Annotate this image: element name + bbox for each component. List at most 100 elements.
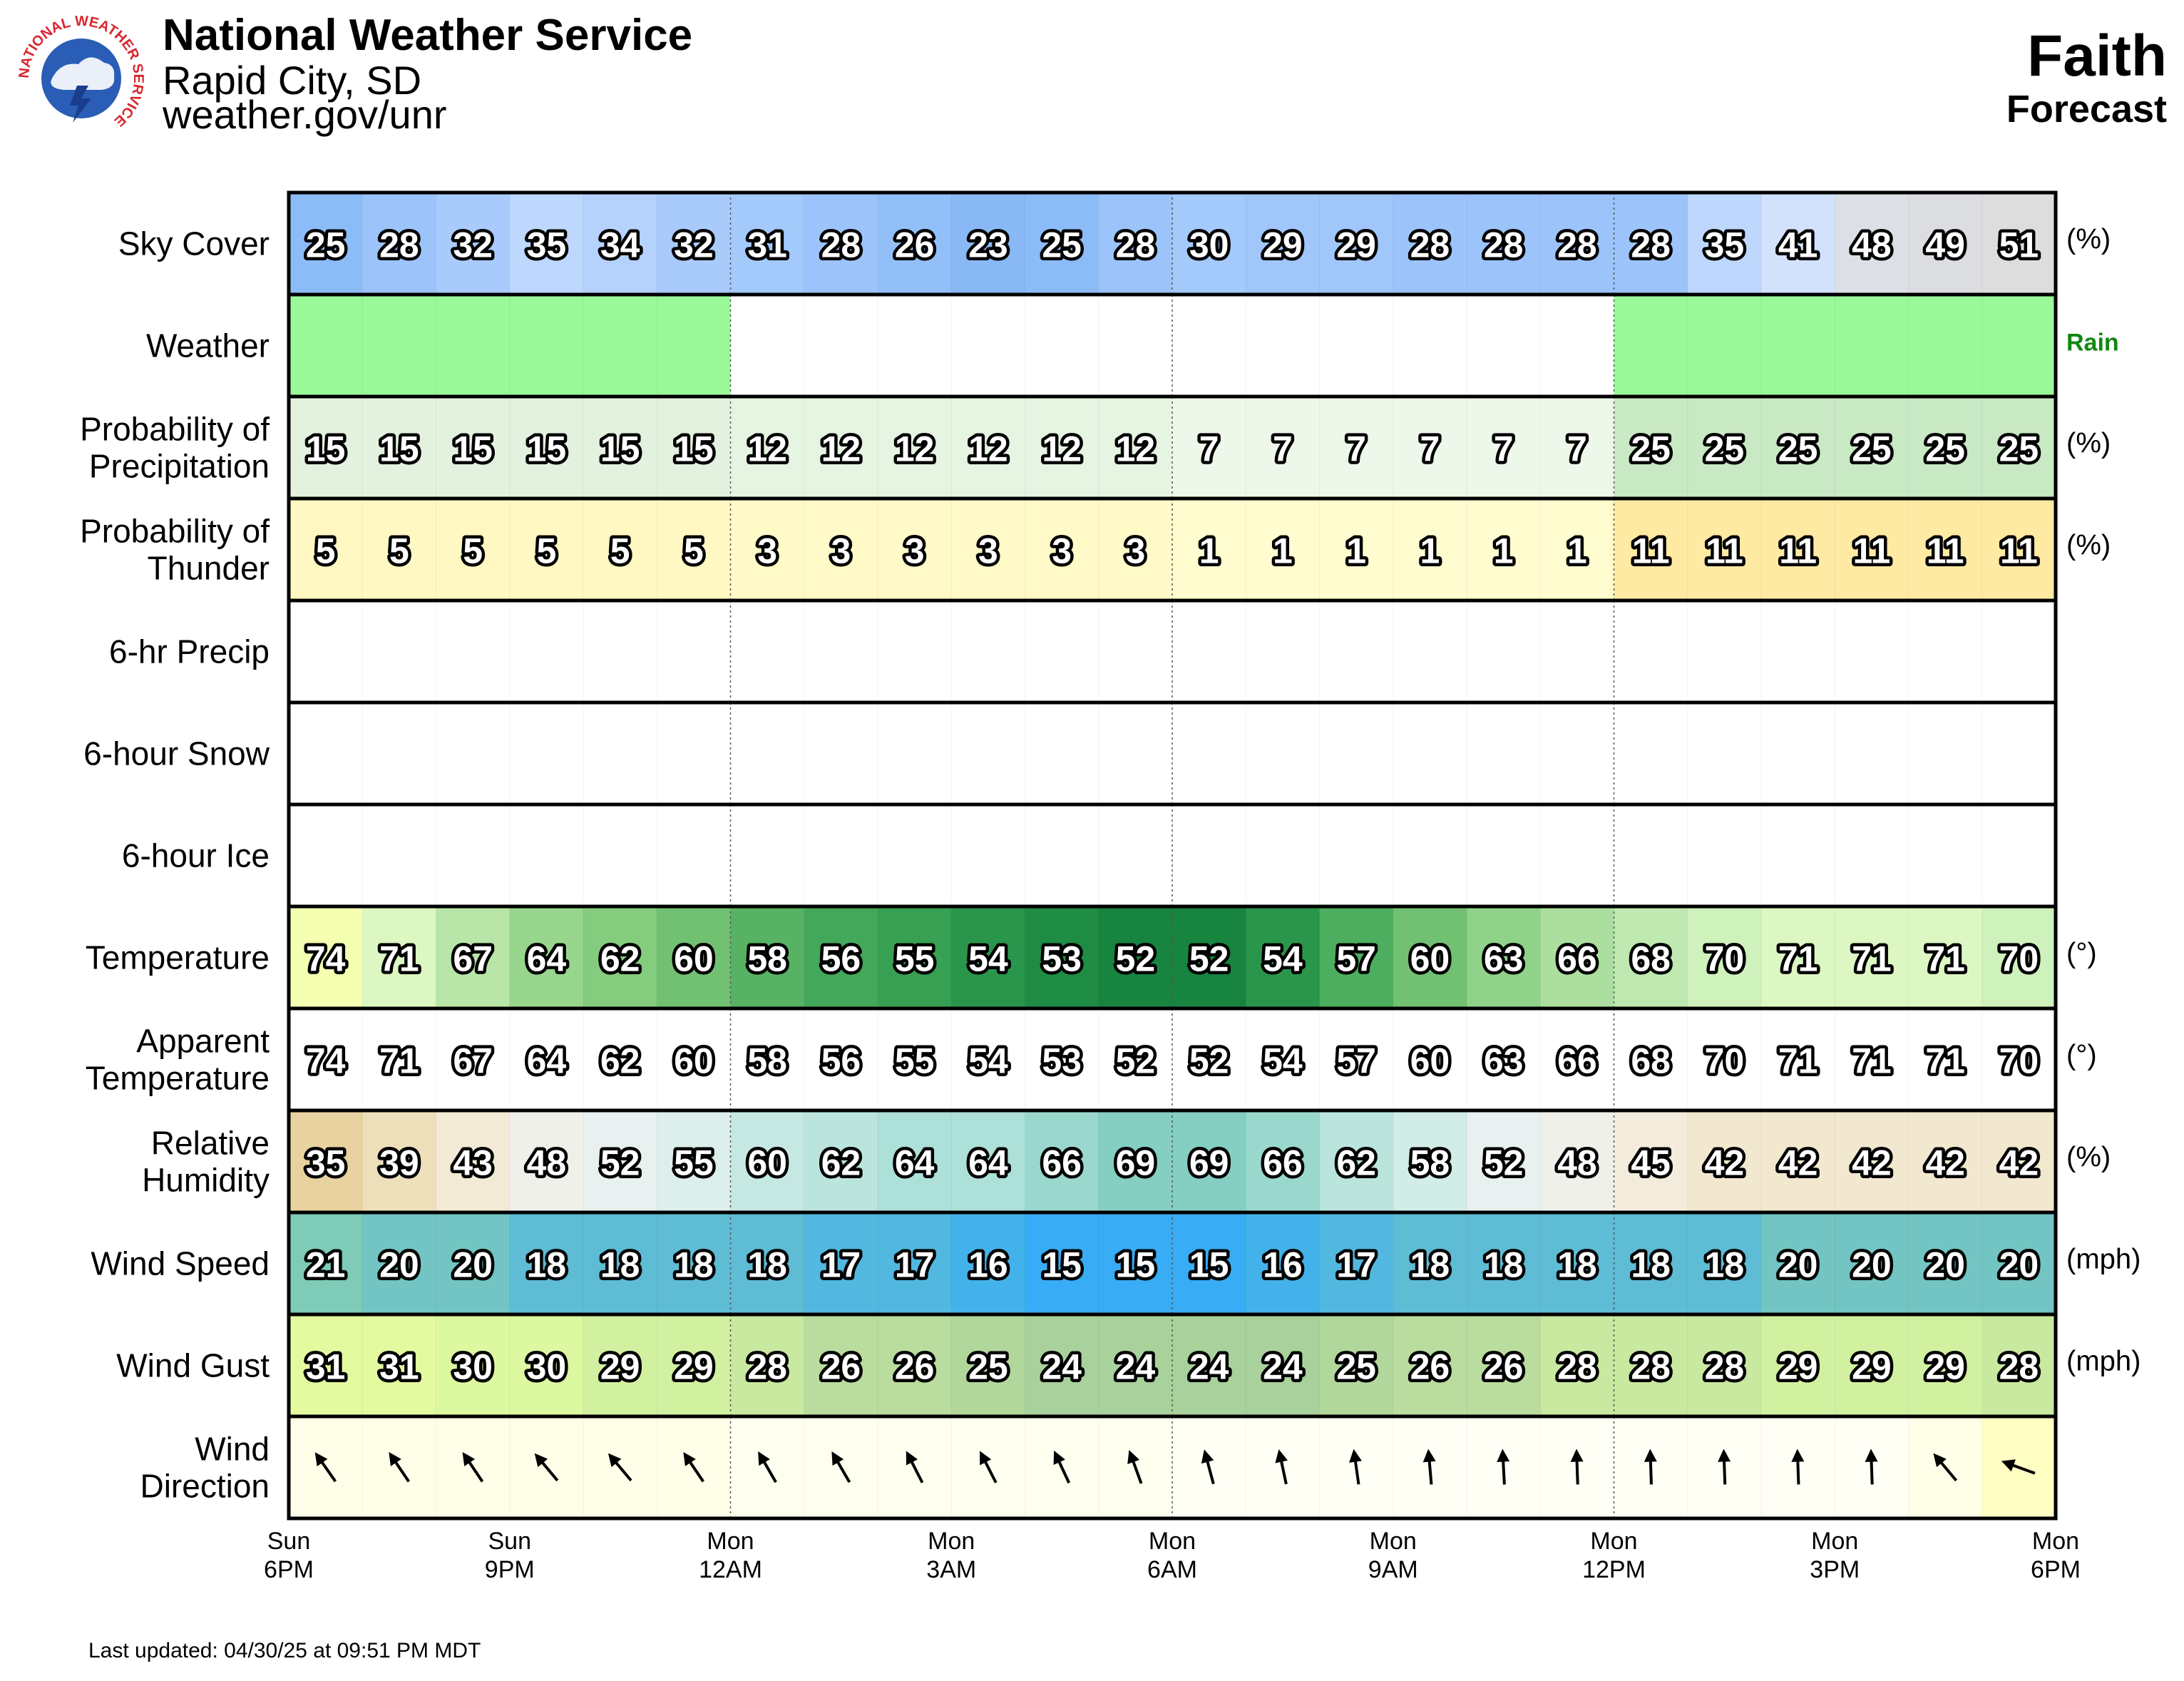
- arrow-shaft: [1353, 1457, 1360, 1485]
- time-tick-hour: 6PM: [2031, 1556, 2081, 1583]
- pop-value: 7: [1494, 429, 1514, 469]
- sky-cell: [1319, 193, 1394, 295]
- temp-cell: [878, 906, 952, 1008]
- apparent-value: 71: [1852, 1041, 1892, 1081]
- apparent-row-label: Apparent: [136, 1023, 270, 1060]
- arrow-head: [314, 1452, 328, 1467]
- nws-logo-icon: NATIONAL WEATHER SERVICE: [17, 14, 145, 141]
- apparent-row-label: Temperature: [86, 1060, 270, 1097]
- wind-cell: [1319, 1212, 1394, 1314]
- weather-row-label: Weather: [146, 327, 270, 364]
- rh-cell: [583, 1110, 657, 1212]
- office-name: Rapid City, SD: [163, 58, 422, 103]
- temp-value: 60: [674, 939, 714, 979]
- temp-cell: [1687, 906, 1762, 1008]
- temp-value: 71: [379, 939, 419, 979]
- wind-value: 15: [1042, 1245, 1082, 1285]
- rh-value: 43: [453, 1143, 493, 1183]
- temp-cell: [583, 906, 657, 1008]
- rh-value: 42: [1999, 1143, 2039, 1183]
- apparent-cell: [657, 1008, 731, 1110]
- gust-cell: [1982, 1314, 2056, 1416]
- thunder-value: 5: [610, 531, 630, 571]
- rh-unit-label: (%): [2066, 1142, 2111, 1173]
- temp-row-label: Temperature: [86, 939, 270, 976]
- sky-value: 35: [527, 225, 567, 265]
- temp-cell: [1835, 906, 1909, 1008]
- arrow-shaft: [1205, 1457, 1215, 1485]
- pop-value: 25: [1852, 429, 1892, 469]
- gust-value: 28: [1705, 1347, 1745, 1387]
- gust-cell: [1246, 1314, 1320, 1416]
- thunder-value: 1: [1494, 531, 1514, 571]
- thunder-value: 11: [1632, 531, 1670, 571]
- thunder-cell: [1098, 499, 1173, 601]
- temp-value: 53: [1042, 939, 1082, 979]
- arrow-shaft: [908, 1458, 924, 1483]
- pop-value: 15: [674, 429, 714, 469]
- thunder-cell: [436, 499, 511, 601]
- rh-cell: [657, 1110, 731, 1212]
- arrow-shaft: [1870, 1457, 1874, 1485]
- arrow-head: [607, 1453, 622, 1468]
- gust-value: 26: [1410, 1347, 1450, 1387]
- gust-cell: [878, 1314, 952, 1416]
- sky-value: 49: [1925, 225, 1965, 265]
- wind-direction-arrow: [1644, 1448, 1657, 1485]
- arrow-shaft: [1501, 1457, 1506, 1485]
- pop-row-label: Precipitation: [89, 448, 270, 485]
- apparent-value: 52: [1189, 1041, 1229, 1081]
- rh-cell: [1025, 1110, 1099, 1212]
- dir-row-label: Wind: [195, 1431, 270, 1468]
- sky-value: 23: [968, 225, 1008, 265]
- sky-unit-label: (%): [2066, 224, 2111, 255]
- thunder-cell: [878, 499, 952, 601]
- wind-direction-arrow: [1275, 1449, 1288, 1485]
- apparent-value: 71: [379, 1041, 419, 1081]
- apparent-value: 62: [600, 1041, 640, 1081]
- wind-direction-arrow: [758, 1451, 777, 1483]
- pop-value: 15: [527, 429, 567, 469]
- gust-cell: [1835, 1314, 1909, 1416]
- temp-value: 67: [453, 939, 493, 979]
- sky-value: 28: [379, 225, 419, 265]
- rh-value: 66: [1263, 1143, 1303, 1183]
- apparent-value: 70: [1705, 1041, 1745, 1081]
- gust-value: 24: [1042, 1347, 1082, 1387]
- pop-cell: [951, 397, 1025, 499]
- wind-cell: [1687, 1212, 1762, 1314]
- gust-cell: [657, 1314, 731, 1416]
- sky-cell: [1098, 193, 1173, 295]
- thunder-value: 5: [536, 531, 556, 571]
- thunder-cell: [1246, 499, 1320, 601]
- gust-unit-label: (mph): [2066, 1346, 2141, 1377]
- pop-value: 25: [1705, 429, 1745, 469]
- pop-value: 15: [379, 429, 419, 469]
- wind-cell: [951, 1212, 1025, 1314]
- rh-value: 64: [968, 1143, 1008, 1183]
- rh-cell: [1687, 1110, 1762, 1212]
- apparent-cell: [1172, 1008, 1246, 1110]
- pop-cell: [1467, 397, 1541, 499]
- apparent-cell: [1835, 1008, 1909, 1110]
- gust-cell: [1614, 1314, 1688, 1416]
- temp-value: 58: [747, 939, 787, 979]
- temp-cell: [1098, 906, 1173, 1008]
- temp-cell: [509, 906, 584, 1008]
- wind-direction-arrow: [683, 1451, 704, 1483]
- rh-value: 48: [527, 1143, 567, 1183]
- temp-value: 54: [1263, 939, 1303, 979]
- pop-value: 12: [1116, 429, 1156, 469]
- apparent-unit-label: (°): [2066, 1040, 2097, 1071]
- temp-cell: [436, 906, 511, 1008]
- thunder-cell: [730, 499, 805, 601]
- snow6-row-label: 6-hour Snow: [83, 735, 270, 772]
- sky-value: 31: [747, 225, 787, 265]
- temp-value: 71: [1852, 939, 1892, 979]
- thunder-cell: [1319, 499, 1394, 601]
- office-url[interactable]: weather.gov/unr: [163, 92, 447, 137]
- thunder-row-label: Probability of: [80, 513, 270, 550]
- gust-cell: [1393, 1314, 1467, 1416]
- sky-cell: [730, 193, 805, 295]
